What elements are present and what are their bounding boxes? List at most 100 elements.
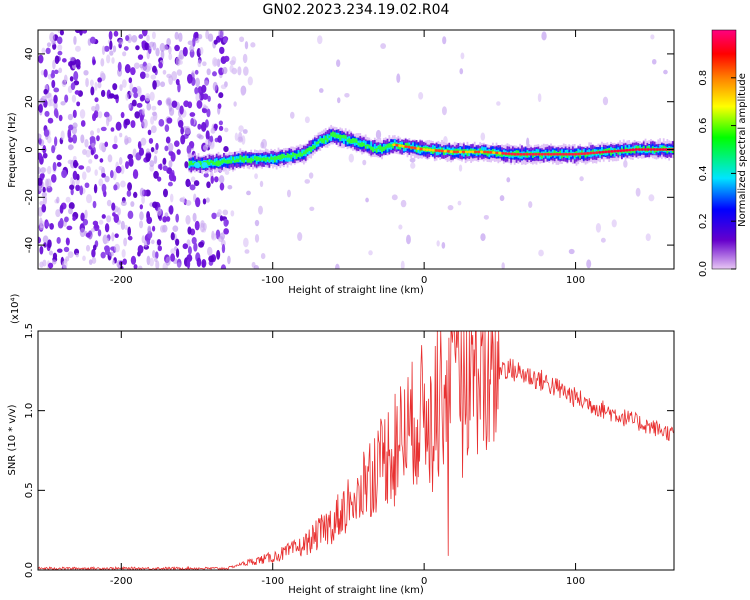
noise-blob [125,35,130,41]
noise-blob [128,157,134,167]
noise-blob [197,123,202,130]
noise-blob [663,69,668,75]
noise-blob [113,135,118,144]
noise-blob [139,204,144,210]
noise-blob [53,101,58,111]
noise-blob [195,37,200,44]
noise-blob [72,122,78,129]
ridge-peak [395,143,399,147]
ridge-peak [583,152,587,155]
noise-blob [68,137,74,143]
noise-blob [99,71,105,79]
ridge-peak [480,150,484,154]
noise-blob [119,84,123,92]
ridge-peak [531,152,535,156]
noise-blob [244,249,250,254]
noise-blob [219,182,225,191]
noise-blob [207,246,213,256]
snr-multiplier: (x10⁴) [10,293,21,324]
noise-blob [98,165,104,171]
noise-blob [127,103,132,109]
ridge-band [188,124,674,174]
noise-blob [104,141,109,148]
noise-blob [579,176,584,182]
noise-blob [150,116,155,125]
noise-blob [118,39,124,45]
snr-xtick-label: 100 [566,576,585,587]
ridge-peak [404,145,408,149]
noise-blob [94,81,98,91]
noise-blob [623,159,628,168]
noise-blob [95,103,100,112]
noise-blob [128,77,133,84]
noise-blob [139,187,145,197]
noise-blob [362,159,367,166]
noise-blob [61,79,67,88]
noise-blob [168,102,173,112]
noise-blob [97,77,102,83]
noise-blob [165,136,171,144]
noise-blobs [38,30,668,269]
noise-blob [96,127,101,134]
noise-blob [195,92,201,103]
noise-blob [186,145,192,155]
noise-blob [129,90,134,96]
noise-blob [72,216,77,222]
noise-blob [145,73,150,79]
noise-blob [40,167,47,173]
noise-blob [152,250,156,259]
colorbar-tick-label: 0.0 [698,261,709,277]
ridge-peak [486,150,490,154]
noise-blob [650,34,655,40]
noise-blob [182,243,189,250]
noise-blob [139,63,144,69]
noise-blob [85,232,91,238]
noise-blob [335,263,340,269]
noise-blob [162,69,167,75]
ridge-peak [522,152,526,156]
ridge-peak [471,150,475,154]
noise-blob [51,79,56,89]
noise-blob [97,229,102,237]
noise-blob [200,121,207,132]
noise-blob [447,205,454,211]
noise-blob [85,244,91,252]
noise-blob [237,136,244,143]
ridge-peak [407,145,411,149]
noise-blob [168,46,172,55]
noise-blob [400,260,405,269]
colorbar-label: Normalized spectral amplitude [737,73,748,227]
noise-blob [115,121,122,131]
noise-blob [173,140,180,148]
noise-blob [124,224,128,230]
noise-blob [70,82,76,91]
noise-blob [38,133,42,140]
noise-blob [180,126,184,135]
noise-blob [149,160,155,167]
noise-blob [194,86,199,95]
colorbar-axis: 0.0 0.2 0.4 0.6 0.8 [698,70,736,277]
noise-blob [65,196,71,203]
spectrogram-image [38,30,674,269]
noise-blob [101,45,106,56]
noise-blob [244,41,249,50]
noise-blob [177,82,181,93]
noise-blob [91,248,96,258]
ridge-peak [513,152,517,156]
noise-blob [72,159,78,169]
noise-blob [75,45,81,52]
noise-blob [155,47,160,57]
ridge-peak [549,152,553,156]
noise-blob [97,81,102,89]
noise-blob [47,239,52,249]
spectrogram-ytick-label: 40 [24,48,35,61]
noise-blob [176,69,183,76]
snr-xtick-label: -200 [110,576,133,587]
noise-blob [196,100,203,109]
ridge-peak [419,147,423,151]
ridge-peak [504,152,508,155]
noise-blob [227,184,233,190]
noise-blob [234,132,239,141]
noise-blob [168,172,175,182]
ridge-peak [483,150,487,154]
